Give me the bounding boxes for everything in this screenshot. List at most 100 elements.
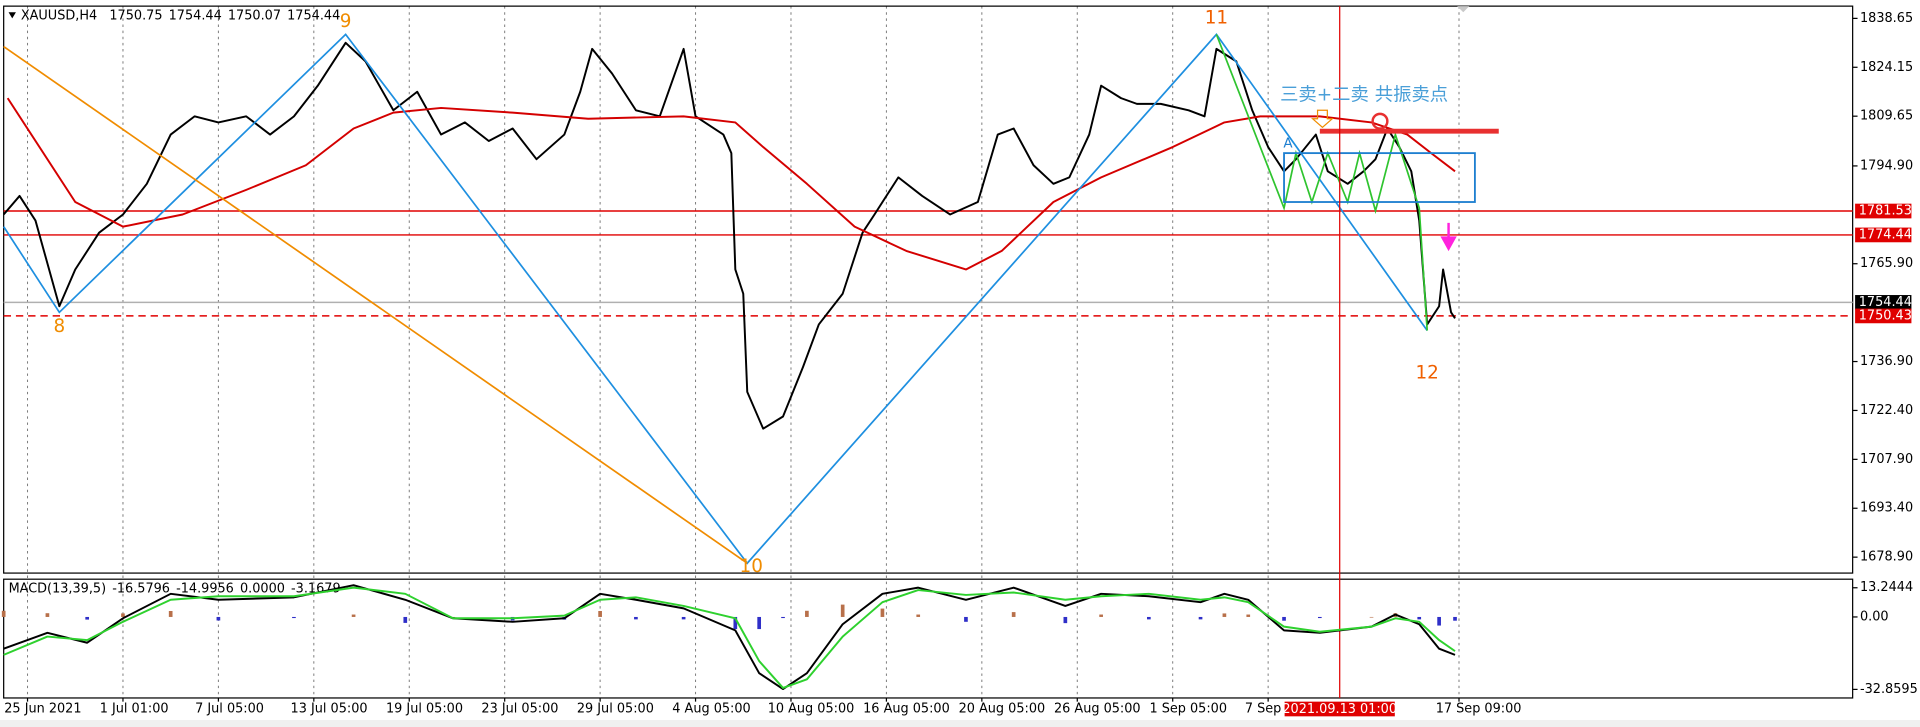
histogram-bar (880, 608, 885, 617)
y-tick-label: 1838.65 (1860, 11, 1913, 26)
macd-panel-frame (3, 578, 1854, 699)
zigzag-line (2, 33, 1428, 565)
y-tick-label: -32.8595 (1860, 682, 1918, 697)
histogram-bar (733, 616, 738, 630)
annotation: A (1283, 136, 1293, 151)
x-tick-label: 29 Jul 05:00 (577, 701, 654, 716)
x-tick-label: 7 Jul 05:00 (195, 701, 264, 716)
histogram-bar (45, 613, 50, 617)
x-tick-label: 1 Jul 01:00 (100, 701, 169, 716)
histogram-bar (916, 614, 921, 617)
annotation: 10 (740, 556, 763, 577)
symbol-title: MACD(13,39,5) (9, 581, 107, 596)
x-tick-label: 23 Jul 05:00 (481, 701, 558, 716)
histogram-bar (1011, 612, 1016, 617)
x-tick-label: 13 Jul 05:00 (291, 701, 368, 716)
histogram-bar (351, 614, 356, 617)
x-tick-label: 4 Aug 05:00 (672, 701, 750, 716)
scrollbar (0, 720, 1920, 727)
histogram-bar (805, 610, 809, 617)
down-arrow (1440, 222, 1457, 252)
price-panel-frame (3, 5, 1854, 574)
y-tick-label: 1722.40 (1860, 403, 1913, 418)
header-value: 1754.44 (169, 8, 222, 23)
histogram-bar (840, 604, 845, 617)
histogram-bar (1, 610, 6, 617)
x-tick-label: 7 Sep (1245, 701, 1281, 716)
series-line (3, 584, 1456, 691)
panel-header: XAUUSD,H4 1750.75 1754.44 1750.07 1754.44 (21, 8, 340, 23)
symbol-title: XAUUSD,H4 (21, 8, 97, 23)
y-tick-label: 1707.90 (1860, 452, 1913, 467)
histogram-bar (1282, 616, 1286, 621)
histogram-bar (216, 616, 221, 621)
histogram-bar (757, 616, 762, 630)
histogram-bar (292, 616, 296, 619)
x-tick-label: 10 Aug 05:00 (768, 701, 855, 716)
sell-arrow (1311, 109, 1334, 129)
histogram-bar (168, 611, 173, 617)
y-tick-label: 1678.90 (1860, 550, 1913, 565)
sell-circle (1371, 112, 1389, 130)
histogram-bar (85, 616, 90, 620)
x-tick-label: 16 Aug 05:00 (863, 701, 950, 716)
header-value: 1750.75 (109, 8, 162, 23)
header-value: -16.5796 (112, 581, 170, 596)
histogram-bar (1246, 614, 1251, 617)
histogram-bar (121, 613, 125, 617)
histogram-bar (403, 616, 408, 623)
x-tick-label: 26 Aug 05:00 (1054, 701, 1141, 716)
histogram-bar (1437, 616, 1441, 626)
x-tick-label: 1 Sep 05:00 (1149, 701, 1227, 716)
histogram-bar (681, 616, 686, 620)
zigzag-line (3, 45, 748, 564)
series-line (6, 97, 1456, 271)
histogram-bar (1222, 613, 1227, 617)
header-value: -14.9956 (176, 581, 234, 596)
grid-layer (27, 6, 1460, 698)
histogram-bar (1417, 616, 1422, 620)
y-tick-label: 1809.65 (1860, 109, 1913, 124)
header-value: 1754.44 (287, 8, 340, 23)
annotation: 三卖+二卖 共振卖点 (1280, 84, 1448, 105)
histogram-bar (1317, 616, 1322, 619)
shift-marker (1457, 6, 1470, 13)
series-line (2, 41, 1456, 430)
histogram-bar (781, 616, 785, 619)
histogram-bar (634, 616, 638, 620)
y-tick-label: 13.2444 (1860, 580, 1913, 595)
histogram-bar (598, 611, 602, 617)
crosshair-label: 2021.09.13 01:00 (1282, 702, 1397, 717)
header-value: 1750.07 (228, 8, 281, 23)
crosshair-label-box (1284, 701, 1395, 717)
annotation: 11 (1205, 7, 1228, 28)
price-label: 1774.44 (1859, 227, 1912, 242)
y-tick-label: 0.00 (1860, 609, 1889, 624)
y-tick-label: 1765.90 (1860, 256, 1913, 271)
x-tick-label: 19 Jul 05:00 (386, 701, 463, 716)
price-label-box (1855, 295, 1912, 310)
price-label-box (1855, 203, 1912, 219)
y-tick-label: 1693.40 (1860, 501, 1913, 516)
range-box (1283, 152, 1476, 203)
y-tick-label: 1824.15 (1860, 60, 1913, 75)
annotation: 8 (53, 316, 65, 337)
x-tick-label: 20 Aug 05:00 (959, 701, 1046, 716)
price-label: 1781.53 (1859, 204, 1912, 219)
header-value: 0.0000 (240, 581, 285, 596)
x-tick-label: 17 Sep 09:00 (1436, 701, 1522, 716)
histogram-bar (1147, 616, 1151, 620)
menu-triangle (8, 12, 16, 19)
histogram-bar (1198, 616, 1203, 620)
series-line (3, 586, 1456, 689)
y-tick-label: 1794.90 (1860, 158, 1913, 173)
histogram-bar (964, 616, 968, 622)
annotation: 9 (340, 11, 352, 32)
histogram-bar (1063, 616, 1068, 624)
histogram-bar (1453, 616, 1457, 621)
price-label: 1750.43 (1859, 308, 1912, 323)
annotation: 12 (1416, 363, 1439, 384)
histogram-bar (1369, 616, 1374, 618)
